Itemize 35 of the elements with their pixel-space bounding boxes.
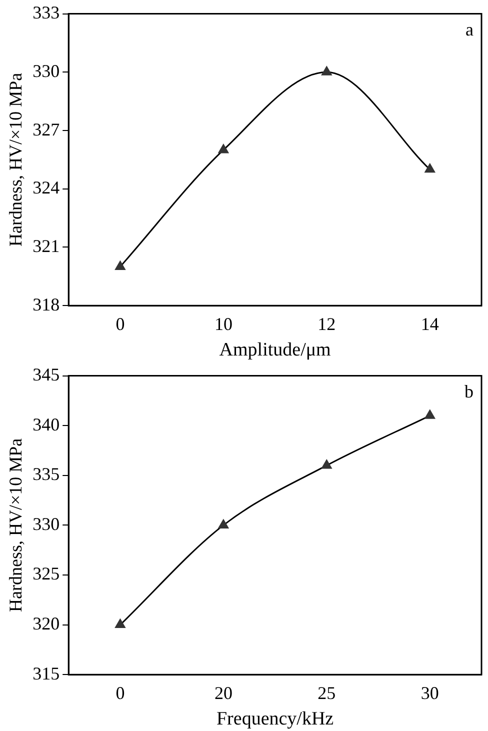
annotation: b <box>464 382 474 402</box>
point <box>115 619 126 628</box>
y-tick-label: 327 <box>32 119 60 140</box>
y-tick-label: 315 <box>32 663 60 684</box>
y-tick-label: 340 <box>32 414 60 434</box>
x-tick-label: 0 <box>116 314 125 334</box>
y-tick-label: 324 <box>32 178 60 198</box>
y-tick-label: 345 <box>32 364 60 385</box>
point <box>218 144 229 154</box>
x-tick-label: 20 <box>214 683 232 704</box>
y-tick-label: 321 <box>32 236 60 256</box>
point <box>424 410 435 419</box>
point <box>218 519 229 528</box>
x-tick-label: 25 <box>318 683 336 704</box>
x-tick-label: 10 <box>214 314 232 334</box>
y-tick-label: 333 <box>32 2 60 23</box>
y-axis-title: Hardness, HV/×10 MPa <box>6 438 26 612</box>
x-axis-title: Frequency/kHz <box>216 708 334 730</box>
y-tick-label: 335 <box>32 464 60 484</box>
annotation: a <box>466 20 474 40</box>
point <box>322 460 332 469</box>
y-tick-label: 325 <box>32 564 60 584</box>
y-axis-title: Hardness, HV/×10 MPa <box>6 72 26 247</box>
point <box>424 164 435 173</box>
y-tick-label: 330 <box>32 60 60 81</box>
y-tick-label: 320 <box>32 614 60 634</box>
point <box>322 66 332 76</box>
x-tick-label: 0 <box>116 683 125 704</box>
y-tick-label: 318 <box>32 294 60 314</box>
point <box>115 260 126 270</box>
x-axis-title: Amplitude/μm <box>219 340 332 361</box>
x-tick-label: 14 <box>420 314 439 334</box>
x-tick-label: 12 <box>318 314 336 334</box>
y-tick-label: 330 <box>32 514 60 534</box>
x-tick-label: 30 <box>420 683 439 704</box>
